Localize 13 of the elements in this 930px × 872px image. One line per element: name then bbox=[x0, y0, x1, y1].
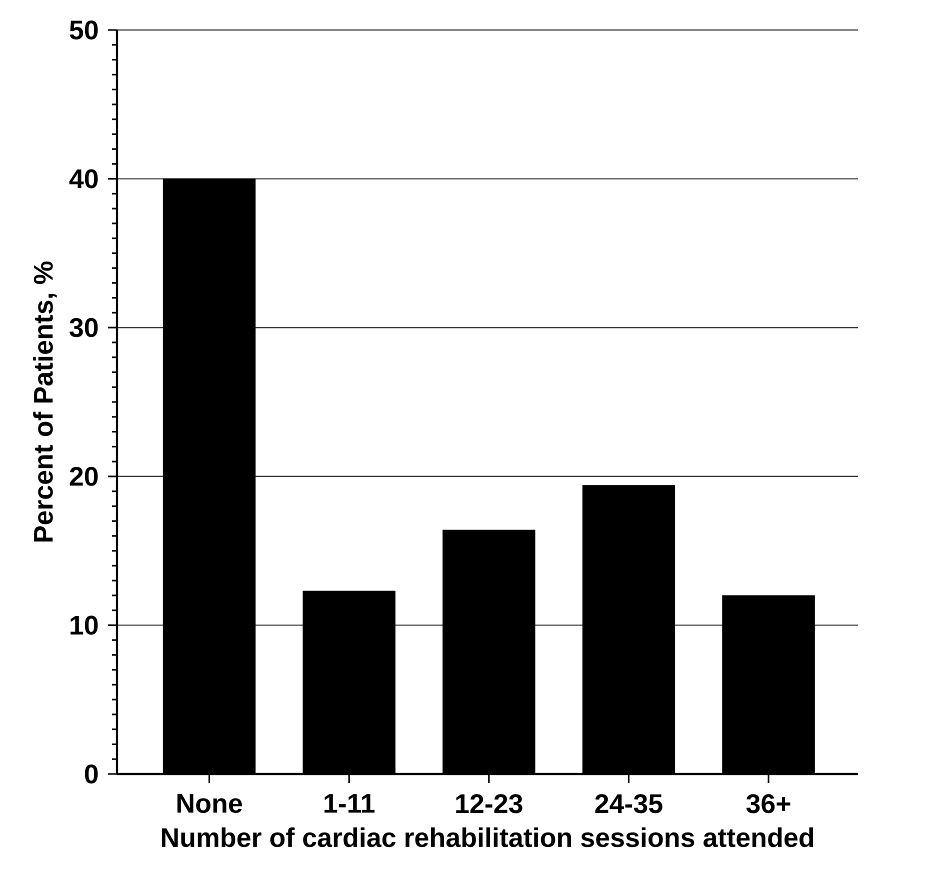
x-axis-title: Number of cardiac rehabilitation sessions attended bbox=[162, 827, 814, 848]
y-tick-label: 40 bbox=[69, 169, 98, 188]
x-tick-label: 24-35 bbox=[595, 794, 662, 814]
y-tick-label: 0 bbox=[84, 764, 98, 784]
y-axis-title: Percent of Patients, % bbox=[33, 261, 57, 542]
x-tick-label: 36+ bbox=[746, 794, 790, 814]
y-tick-label: 20 bbox=[70, 466, 98, 486]
x-tick-label: 1-11 bbox=[324, 794, 375, 813]
y-tick-label: 50 bbox=[70, 20, 98, 40]
y-tick-label: 10 bbox=[70, 616, 98, 635]
y-tick-label: 30 bbox=[70, 318, 98, 338]
x-tick-label: None bbox=[177, 794, 242, 813]
x-tick-label: 12-23 bbox=[456, 794, 522, 814]
